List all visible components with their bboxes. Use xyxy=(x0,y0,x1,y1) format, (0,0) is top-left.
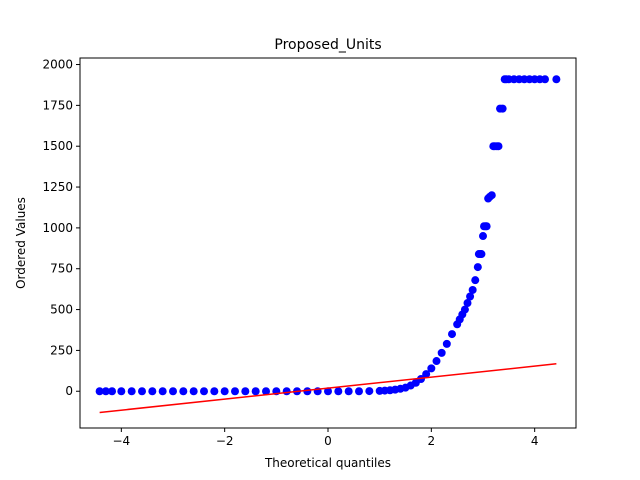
data-point xyxy=(479,232,487,241)
data-point xyxy=(552,75,561,84)
chart-title: Proposed_Units xyxy=(274,37,381,53)
plot-area xyxy=(95,75,561,414)
data-point xyxy=(158,387,167,396)
data-point xyxy=(468,285,477,294)
data-point xyxy=(432,357,441,366)
data-point xyxy=(138,387,146,396)
data-point xyxy=(541,75,549,84)
y-tick-label: 1500 xyxy=(42,139,73,153)
data-point xyxy=(482,222,491,231)
data-point xyxy=(494,142,503,151)
x-tick-label: 0 xyxy=(324,434,332,448)
data-point xyxy=(179,387,188,396)
data-point xyxy=(487,191,496,200)
data-point xyxy=(477,250,486,259)
data-point xyxy=(148,387,157,396)
x-tick-label: 2 xyxy=(428,434,436,448)
data-point xyxy=(448,330,456,339)
x-tick-label: −2 xyxy=(216,434,234,448)
data-point xyxy=(466,292,475,301)
fit-line xyxy=(99,363,557,414)
x-tick-label: 4 xyxy=(531,434,539,448)
y-tick-label: 1000 xyxy=(42,221,73,235)
y-tick-label: 250 xyxy=(50,343,73,357)
data-point xyxy=(95,387,104,396)
y-axis: 0 250 500 750 1000 1250 1500 1750 2000 xyxy=(42,58,80,398)
data-point xyxy=(324,387,332,396)
data-point xyxy=(427,364,436,373)
data-point xyxy=(498,104,507,113)
data-point xyxy=(463,299,472,308)
data-point xyxy=(220,387,229,396)
data-point xyxy=(365,387,374,396)
data-point xyxy=(282,387,291,396)
y-tick-label: 2000 xyxy=(42,58,73,72)
data-point xyxy=(471,276,480,285)
data-point xyxy=(303,387,312,396)
data-point xyxy=(262,387,270,396)
data-point xyxy=(355,387,363,396)
y-tick-label: 0 xyxy=(65,384,73,398)
data-point xyxy=(344,387,353,396)
data-point xyxy=(127,387,136,396)
data-point xyxy=(101,387,110,396)
data-point xyxy=(108,387,117,396)
data-point xyxy=(417,374,425,383)
y-axis-label: Ordered Values xyxy=(14,197,28,289)
data-point xyxy=(241,387,250,396)
y-tick-label: 1750 xyxy=(42,98,73,112)
y-tick-label: 750 xyxy=(50,262,73,276)
y-tick-label: 1250 xyxy=(42,180,73,194)
y-tick-label: 500 xyxy=(50,303,73,317)
data-point xyxy=(117,387,126,396)
data-point xyxy=(473,263,482,272)
x-axis-label: Theoretical quantiles xyxy=(264,456,391,470)
x-axis: −4 −2 0 2 4 xyxy=(112,428,538,448)
data-point xyxy=(210,387,219,396)
data-point xyxy=(231,387,239,396)
data-point xyxy=(169,387,177,396)
data-point xyxy=(251,387,260,396)
data-point xyxy=(189,387,198,396)
data-point xyxy=(442,339,451,348)
x-tick-label: −4 xyxy=(112,434,130,448)
data-point xyxy=(422,370,431,379)
data-point xyxy=(200,387,208,396)
data-point xyxy=(460,305,469,314)
data-point xyxy=(437,348,446,357)
data-point xyxy=(334,387,343,396)
